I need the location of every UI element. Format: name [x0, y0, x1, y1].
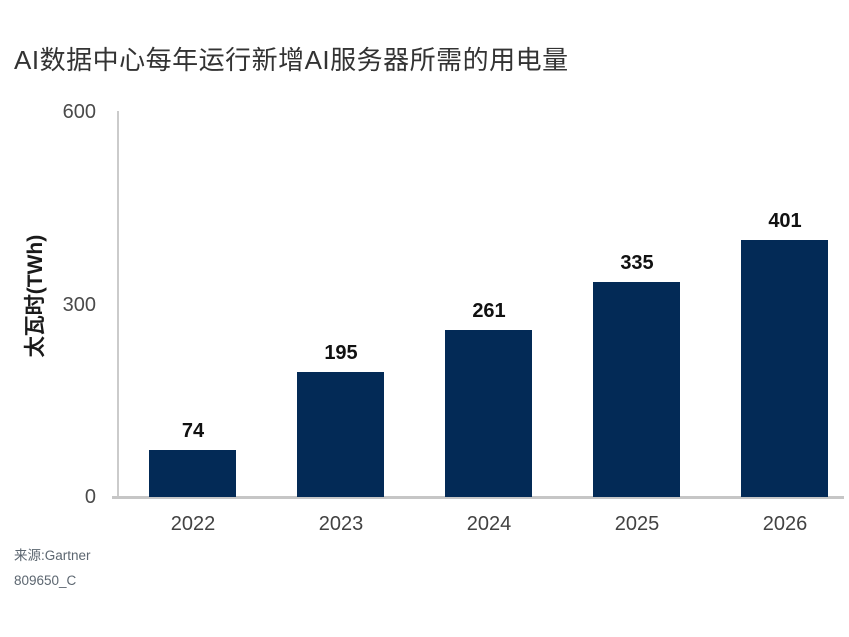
bar-2023 [297, 372, 384, 497]
y-axis-line [117, 111, 119, 497]
source-text: 来源:Gartner [14, 548, 91, 563]
document-code: 809650_C [14, 573, 77, 588]
bar-2022 [149, 450, 236, 497]
x-axis-line [112, 496, 844, 499]
y-axis-tick: 0 [84, 486, 96, 508]
x-axis-tick: 2026 [762, 513, 808, 535]
x-axis-tick: 2022 [170, 513, 216, 535]
y-axis-tick: 600 [62, 101, 96, 123]
x-axis-tick: 2024 [466, 513, 512, 535]
bar-value-label: 335 [620, 252, 654, 274]
bar-2026 [741, 240, 828, 497]
chart-title: AI数据中心每年运行新增AI服务器所需的用电量 [14, 45, 569, 75]
bar-value-label: 401 [768, 210, 802, 232]
bar-value-label: 195 [324, 342, 358, 364]
bar-value-label: 261 [472, 300, 506, 322]
bar-2025 [593, 282, 680, 497]
y-axis-tick: 300 [62, 294, 96, 316]
x-axis-tick: 2025 [614, 513, 660, 535]
bar-value-label: 74 [181, 420, 205, 442]
bar-2024 [445, 330, 532, 497]
x-axis-tick: 2023 [318, 513, 364, 535]
